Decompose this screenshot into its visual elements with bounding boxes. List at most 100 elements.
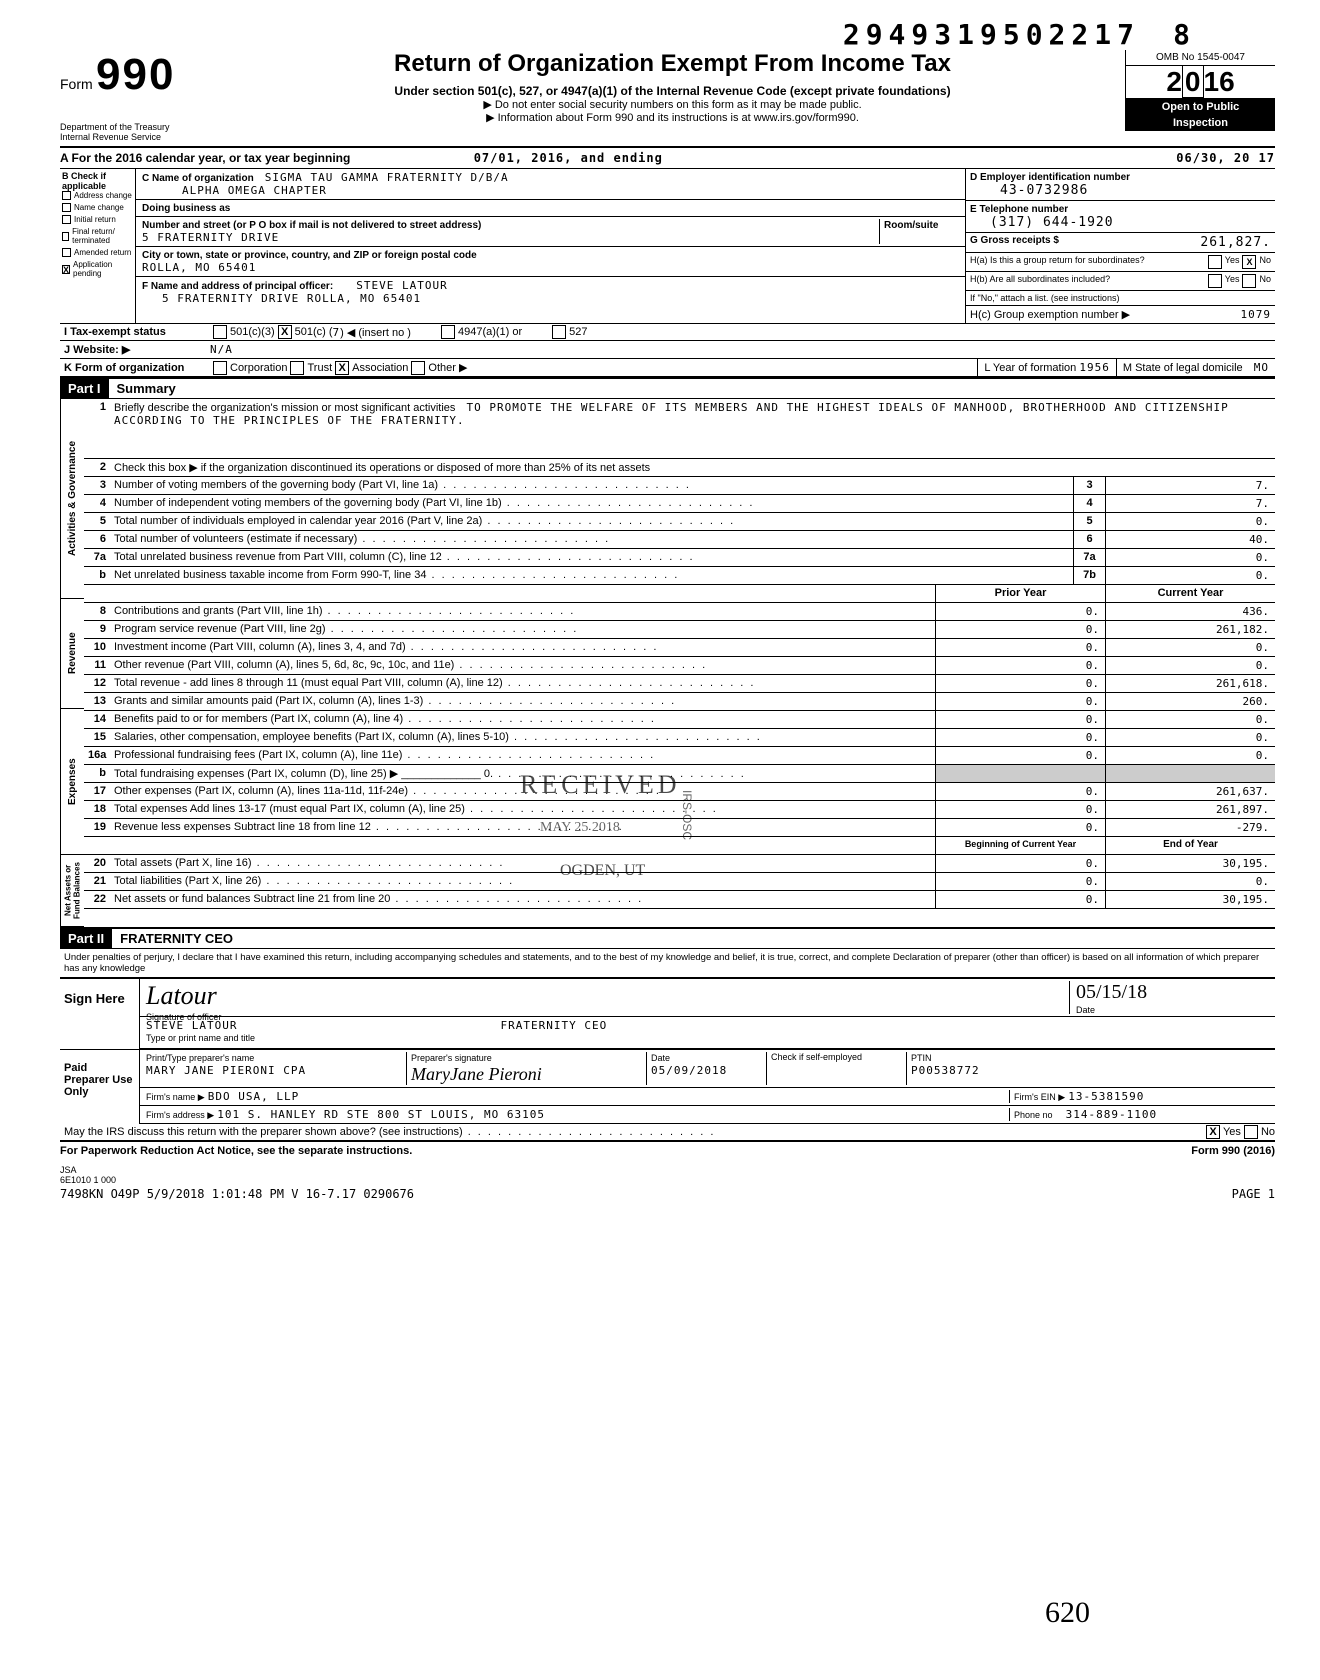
handwritten-num: 620 [1045,1596,1090,1630]
website: N/A [210,343,233,356]
gov-row: 4Number of independent voting members of… [84,495,1275,513]
chk-address[interactable]: Address change [74,191,132,200]
side-governance: Activities & Governance [60,399,84,599]
side-balances: Net Assets or Fund Balances [60,855,84,927]
officer-title: FRATERNITY CEO [501,1019,608,1032]
form-label: Form [60,76,93,92]
ein: 43-0732986 [1000,183,1088,198]
self-emp-label: Check if self-employed [766,1052,906,1085]
sign-here-block: Sign Here Latour Signature of officer 05… [60,978,1275,1049]
table-row: 22Net assets or fund balances Subtract l… [84,891,1275,909]
firm-address: 101 S. HANLEY RD STE 800 ST LOUIS, MO 63… [217,1108,545,1121]
tax-year-end: 06/30, 20 17 [1115,151,1275,165]
officer-signature: Latour [146,981,217,1010]
discuss-no[interactable] [1244,1125,1258,1139]
ha-no[interactable]: X [1242,255,1256,269]
part-ii-title: FRATERNITY CEO [112,931,233,946]
tax-year-begin: 07/01, 2016, and ending [474,151,663,165]
form-subtitle: Under section 501(c), 527, or 4947(a)(1)… [230,84,1115,98]
gov-row: 3Number of voting members of the governi… [84,477,1275,495]
col-c: C Name of organization SIGMA TAU GAMMA F… [136,169,965,323]
page-number: PAGE 1 [1232,1187,1275,1201]
addr-label: Number and street (or P O box if mail is… [142,220,481,231]
chk-501c3[interactable] [213,325,227,339]
f-label: F Name and address of principal officer: [142,281,333,292]
prep-name-label: Print/Type preparer's name [146,1053,254,1063]
ptin-label: PTIN [911,1053,932,1063]
irs-osc-stamp: IRS-OSC [680,790,694,840]
form-title: Return of Organization Exempt From Incom… [230,50,1115,78]
col-current: Current Year [1105,585,1275,602]
ogden-stamp: OGDEN, UT [560,862,645,880]
chk-trust[interactable] [290,361,304,375]
paid-preparer-block: Paid Preparer Use Only Print/Type prepar… [60,1049,1275,1124]
b-header: B Check if applicable [62,171,133,191]
table-row: 12Total revenue - add lines 8 through 11… [84,675,1275,693]
officer-print-name: STEVE LATOUR [146,1019,237,1032]
entity-block: B Check if applicable Address change Nam… [60,169,1275,324]
chk-amended[interactable]: Amended return [74,248,131,257]
org-name2: ALPHA OMEGA CHAPTER [182,184,327,197]
table-row: 14Benefits paid to or for members (Part … [84,711,1275,729]
form-note1: ▶ Do not enter social security numbers o… [230,98,1115,111]
footer: For Paperwork Reduction Act Notice, see … [60,1141,1275,1157]
preparer-signature: MaryJane Pieroni [411,1064,542,1084]
table-row: 11Other revenue (Part VIII, column (A), … [84,657,1275,675]
discuss-label: May the IRS discuss this return with the… [64,1126,463,1138]
firm-ein-label: Firm's EIN ▶ [1014,1092,1065,1102]
omb-number: OMB No 1545-0047 [1126,50,1275,66]
ha-yes[interactable] [1208,255,1222,269]
dln-stamp-right: 8 [1173,18,1190,51]
discuss-yes[interactable]: X [1206,1125,1220,1139]
k-label: K Form of organization [60,360,210,376]
row-a: A For the 2016 calendar year, or tax yea… [60,148,1275,169]
i-label: I Tax-exempt status [60,324,210,340]
col-d: D Employer identification number 43-0732… [965,169,1275,323]
chk-name[interactable]: Name change [74,203,124,212]
row-k: K Form of organization Corporation Trust… [60,359,1275,377]
l-label: L Year of formation [984,362,1076,374]
firm-name: BDO USA, LLP [208,1090,299,1103]
chk-final[interactable]: Final return/ terminated [72,227,133,245]
part-i-body: Activities & Governance Revenue Expenses… [60,399,1275,927]
date-stamp: MAY 25 2018 [540,820,620,836]
tax-year: 2016 [1166,65,1234,98]
org-address: 5 FRATERNITY DRIVE [142,231,279,244]
firm-addr-label: Firm's address ▶ [146,1110,214,1120]
row-a-text: A For the 2016 calendar year, or tax yea… [60,151,1115,165]
part-i-title: Summary [109,381,176,396]
form-number: 990 [96,50,175,99]
dln-stamp-left: 2949319502217 [843,18,1140,51]
prep-date-label: Date [651,1053,670,1063]
sign-here-label: Sign Here [60,979,140,1049]
group-exemption: 1079 [1241,308,1272,321]
side-expenses: Expenses [60,709,84,855]
paid-label: Paid Preparer Use Only [60,1050,140,1124]
state-domicile: MO [1254,361,1269,374]
form-990-footer: Form 990 (2016) [1191,1145,1275,1157]
chk-initial[interactable]: Initial return [74,215,116,224]
chk-501c[interactable]: X [278,325,292,339]
row-j: J Website: ▶ N/A [60,341,1275,359]
table-row: 20Total assets (Part X, line 16)0.30,195… [84,855,1275,873]
chk-other[interactable] [411,361,425,375]
hb-no[interactable] [1242,274,1256,288]
chk-4947[interactable] [441,325,455,339]
table-row: 9Program service revenue (Part VIII, lin… [84,621,1275,639]
prep-sig-label: Preparer's signature [411,1053,492,1063]
table-row: 16aProfessional fundraising fees (Part I… [84,747,1275,765]
col-begin: Beginning of Current Year [935,837,1105,854]
phone: (317) 644-1920 [990,215,1114,230]
chk-527[interactable] [552,325,566,339]
table-row: 15Salaries, other compensation, employee… [84,729,1275,747]
gov-row: 5Total number of individuals employed in… [84,513,1275,531]
side-revenue: Revenue [60,599,84,709]
hc-label: H(c) Group exemption number ▶ [970,308,1130,321]
chk-assoc[interactable]: X [335,361,349,375]
gov-row: 7aTotal unrelated business revenue from … [84,549,1275,567]
501c-num: 7 [333,326,341,339]
part-ii-label: Part II [60,929,112,948]
chk-corp[interactable] [213,361,227,375]
chk-application[interactable]: Application pending [73,260,133,278]
hb-yes[interactable] [1208,274,1222,288]
